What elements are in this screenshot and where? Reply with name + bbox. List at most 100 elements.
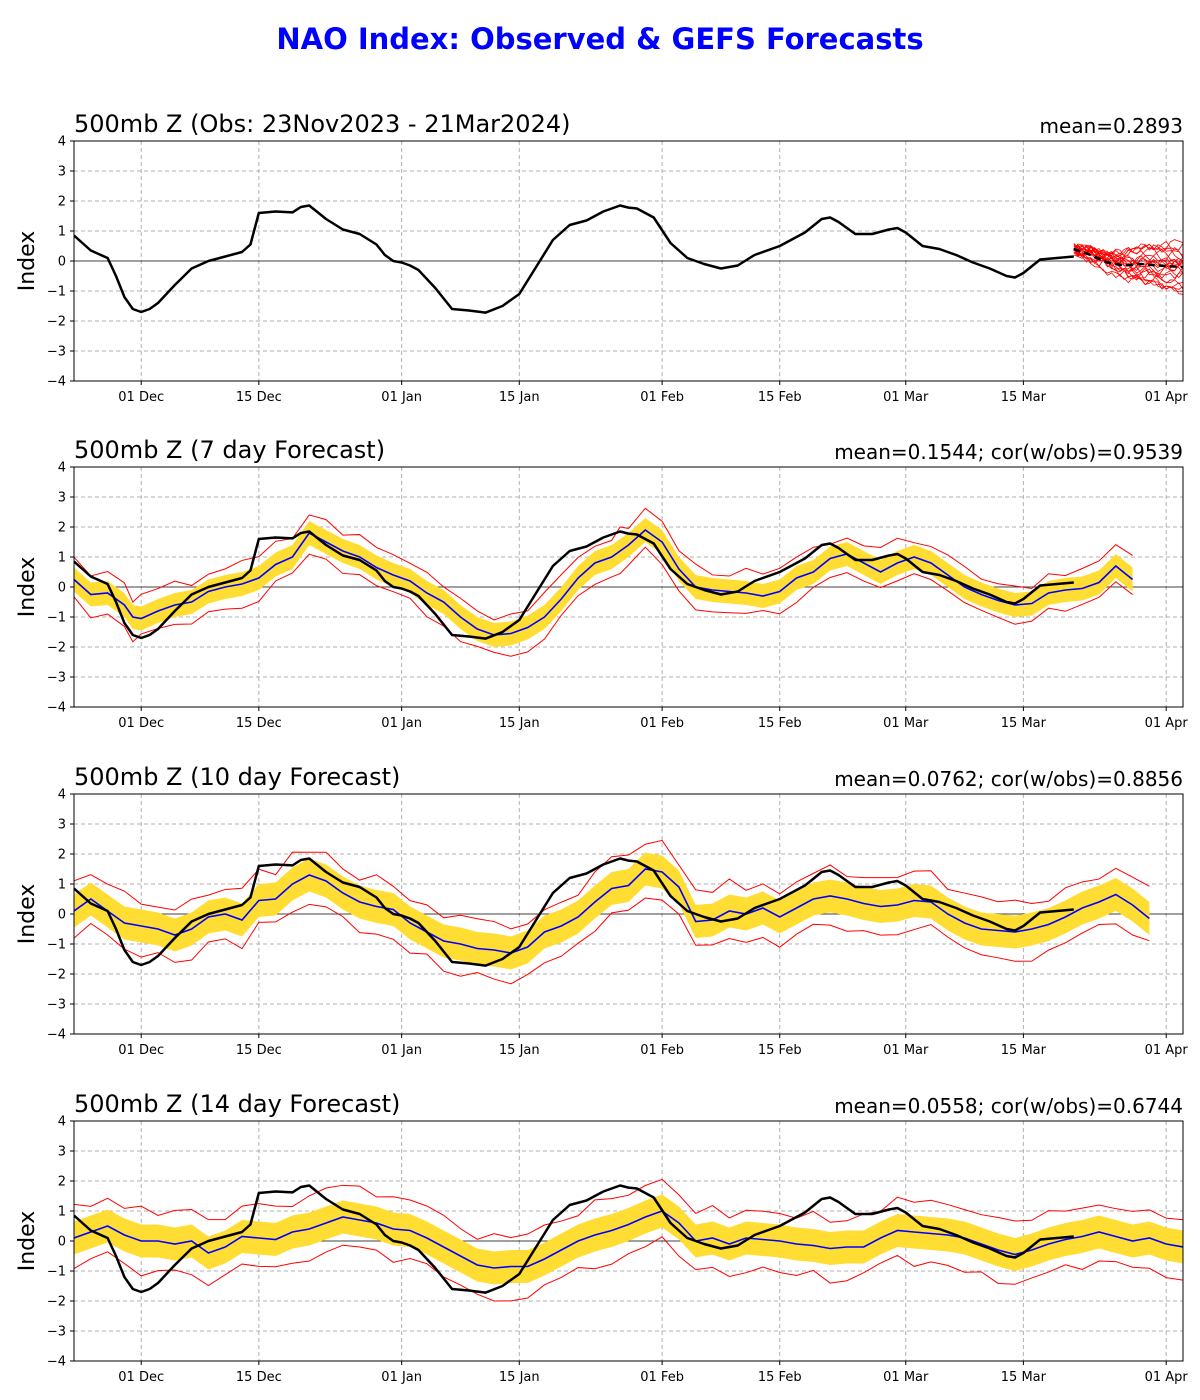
panel-4: 500mb Z (14 day Forecast) mean=0.0558; co… (15, 1090, 1188, 1385)
x-tick-label: 15 Feb (758, 716, 802, 731)
y-tick-label: −4 (47, 701, 66, 716)
x-tick-label: 15 Mar (1001, 716, 1047, 731)
x-tick-label: 15 Dec (236, 716, 282, 731)
spread-band (74, 518, 1133, 647)
panel-title: 500mb Z (Obs: 23Nov2023 - 21Mar2024) (74, 110, 570, 138)
y-tick-label: −3 (47, 1325, 66, 1340)
panel-title: 500mb Z (7 day Forecast) (74, 436, 385, 464)
ensemble-member-line (1073, 244, 1183, 262)
y-tick-label: −1 (47, 1265, 66, 1280)
x-tick-label: 01 Apr (1145, 390, 1189, 405)
y-tick-label: 2 (58, 1175, 66, 1190)
ensemble-member-line (1073, 243, 1183, 295)
y-tick-label: 3 (58, 818, 66, 833)
y-axis-label: Index (15, 884, 40, 945)
x-tick-label: 15 Jan (499, 716, 540, 731)
ensemble-mean-line (74, 528, 1134, 636)
observed-line (74, 204, 1074, 314)
upper-extreme-line (74, 839, 1150, 930)
x-tick-label: 01 Apr (1145, 716, 1189, 731)
y-tick-label: 4 (58, 135, 66, 150)
y-tick-label: −3 (47, 671, 66, 686)
x-tick-label: 15 Mar (1001, 390, 1047, 405)
x-tick-label: 01 Dec (118, 1370, 164, 1385)
ensemble-member-line (1073, 240, 1183, 257)
y-tick-label: −2 (47, 1295, 66, 1310)
y-tick-label: −2 (47, 968, 66, 983)
spread-band (74, 852, 1150, 970)
ensemble-mean-line (74, 868, 1150, 954)
x-tick-label: 15 Dec (236, 390, 282, 405)
x-tick-label: 01 Feb (640, 390, 684, 405)
y-tick-label: −3 (47, 345, 66, 360)
panel-1: 500mb Z (Obs: 23Nov2023 - 21Mar2024) mean… (15, 110, 1188, 405)
x-tick-label: 01 Apr (1145, 1370, 1189, 1385)
y-tick-label: 1 (58, 878, 66, 893)
y-tick-label: −1 (47, 611, 66, 626)
panel-3: 500mb Z (10 day Forecast) mean=0.0762; co… (15, 763, 1188, 1058)
y-tick-label: 4 (58, 1115, 66, 1130)
panel-stat: mean=0.1544; cor(w/obs)=0.9539 (834, 440, 1183, 464)
y-tick-label: −2 (47, 315, 66, 330)
forecast-mean-line (1073, 247, 1183, 269)
y-tick-label: 3 (58, 165, 66, 180)
panel-stat: mean=0.0762; cor(w/obs)=0.8856 (834, 767, 1183, 791)
spread-band (74, 1194, 1183, 1285)
y-tick-label: 4 (58, 788, 66, 803)
panel-title: 500mb Z (10 day Forecast) (74, 763, 400, 791)
x-tick-label: 15 Jan (499, 1370, 540, 1385)
lower-extreme-line (74, 546, 1133, 657)
y-tick-label: 2 (58, 195, 66, 210)
y-axis-label: Index (15, 1211, 40, 1272)
x-tick-label: 01 Feb (640, 716, 684, 731)
y-tick-label: 3 (58, 1145, 66, 1160)
x-tick-label: 01 Apr (1145, 1043, 1189, 1058)
y-tick-label: 0 (58, 1235, 66, 1250)
y-tick-label: −4 (47, 1028, 66, 1043)
y-tick-label: −3 (47, 998, 66, 1013)
x-tick-label: 01 Jan (381, 390, 422, 405)
ensemble-member-line (1073, 243, 1183, 259)
x-tick-label: 15 Mar (1001, 1043, 1047, 1058)
x-tick-label: 15 Jan (499, 390, 540, 405)
panel-stat: mean=0.0558; cor(w/obs)=0.6744 (834, 1094, 1183, 1118)
x-tick-label: 15 Dec (236, 1043, 282, 1058)
y-tick-label: −1 (47, 938, 66, 953)
x-tick-label: 15 Dec (236, 1370, 282, 1385)
x-tick-label: 01 Jan (381, 1370, 422, 1385)
x-tick-label: 15 Mar (1001, 1370, 1047, 1385)
y-axis-label: Index (15, 231, 40, 292)
lower-extreme-line (74, 1236, 1183, 1302)
y-tick-label: 3 (58, 491, 66, 506)
main-title: NAO Index: Observed & GEFS Forecasts (276, 22, 924, 56)
x-tick-label: 01 Dec (118, 390, 164, 405)
x-tick-label: 01 Feb (640, 1043, 684, 1058)
x-tick-label: 15 Jan (499, 1043, 540, 1058)
y-axis-label: Index (15, 557, 40, 618)
x-tick-label: 15 Feb (758, 1370, 802, 1385)
y-tick-label: −1 (47, 285, 66, 300)
y-tick-label: 4 (58, 461, 66, 476)
x-tick-label: 01 Jan (381, 1043, 422, 1058)
panel-stat: mean=0.2893 (1040, 114, 1183, 138)
upper-extreme-line (74, 1178, 1183, 1240)
y-tick-label: 0 (58, 908, 66, 923)
plot-area (74, 1178, 1183, 1302)
y-tick-label: −4 (47, 375, 66, 390)
y-tick-label: 1 (58, 551, 66, 566)
plot-area (74, 507, 1134, 657)
y-tick-label: 0 (58, 255, 66, 270)
ensemble-member-line (1073, 245, 1183, 273)
y-tick-label: 1 (58, 1205, 66, 1220)
x-tick-label: 01 Dec (118, 716, 164, 731)
x-tick-label: 15 Feb (758, 390, 802, 405)
y-tick-label: 2 (58, 521, 66, 536)
panel-2: 500mb Z (7 day Forecast) mean=0.1544; cor… (15, 436, 1188, 731)
ensemble-member-line (1073, 248, 1183, 276)
y-tick-label: 0 (58, 581, 66, 596)
ensemble-mean-line (74, 1210, 1183, 1269)
y-tick-label: −2 (47, 641, 66, 656)
ensemble-member-line (1073, 245, 1183, 284)
y-tick-label: 2 (58, 848, 66, 863)
